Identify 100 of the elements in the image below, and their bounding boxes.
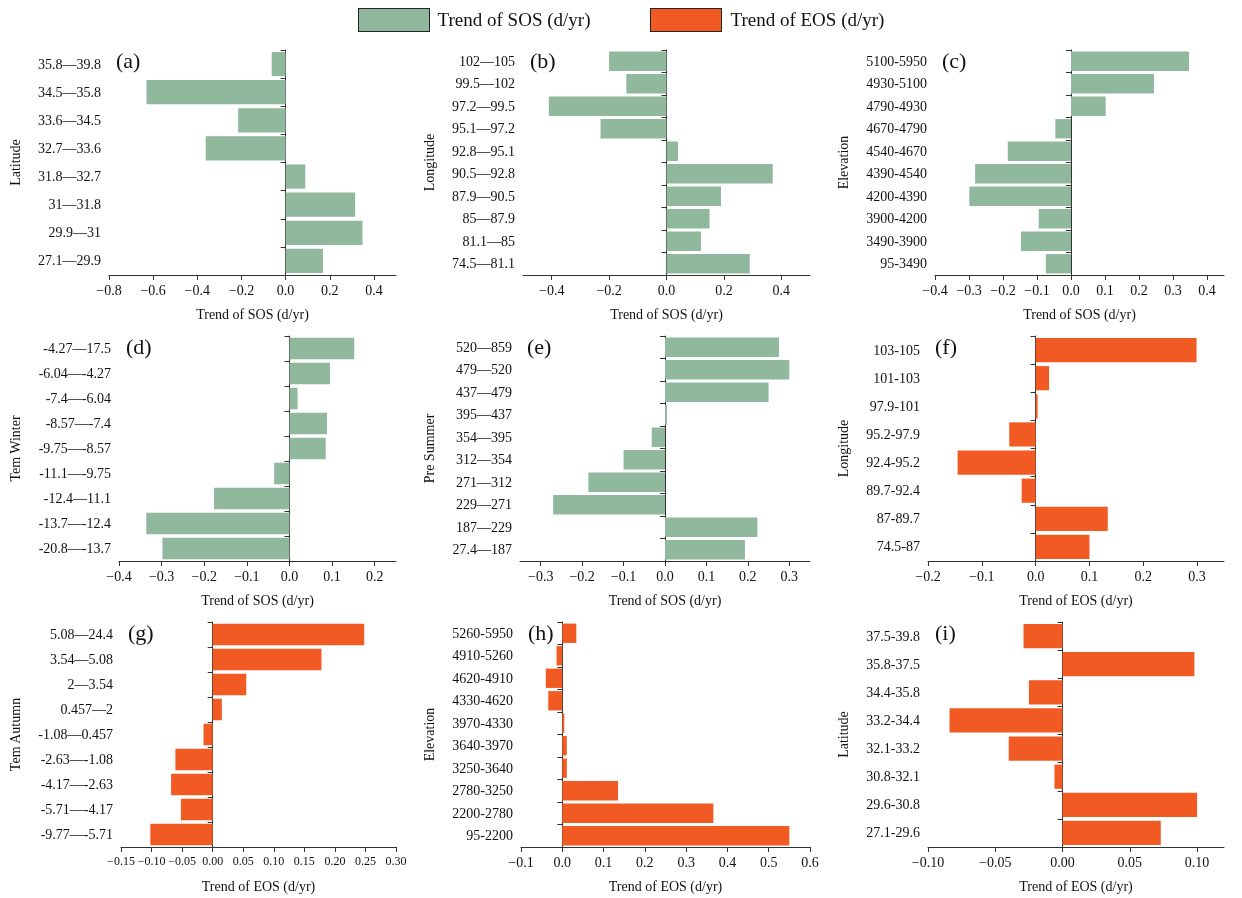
y-tick-label: 312—354 <box>456 452 512 468</box>
bar <box>150 823 213 846</box>
y-tick-label: 3970-4330 <box>452 715 513 731</box>
bar <box>1062 820 1161 846</box>
y-tick-label: -2.63—-1.08 <box>40 752 113 767</box>
y-tick-label: 37.5-39.8 <box>866 628 920 644</box>
x-tick-label: −0.1 <box>508 854 534 870</box>
y-tick-label: -11.1—-9.75 <box>39 466 111 481</box>
bar <box>666 231 701 251</box>
bar <box>626 74 667 94</box>
x-tick-label: 0.10 <box>263 854 285 868</box>
bar <box>949 708 1063 733</box>
y-axis-title: Latitude <box>835 711 851 758</box>
y-tick-label: 29.9—31 <box>48 225 101 241</box>
x-tick-label: −0.15 <box>107 854 135 868</box>
y-tick-label: 32.7—33.6 <box>38 140 101 156</box>
x-tick-label: −0.05 <box>168 854 196 868</box>
x-tick-label: 0.0 <box>280 568 299 584</box>
x-tick-label: −0.10 <box>911 854 945 870</box>
bar <box>1054 764 1063 789</box>
y-tick-label: 4910-5260 <box>452 648 513 664</box>
y-tick-label: -1.08—0.457 <box>38 727 113 742</box>
x-tick-label: 0.10 <box>1184 854 1210 870</box>
bar <box>623 450 665 470</box>
chart-title: (d) <box>126 333 152 359</box>
bar <box>285 164 306 189</box>
x-tick-label: −0.1 <box>234 568 260 584</box>
bar <box>651 427 665 447</box>
x-axis-title: Trend of EOS (d/yr) <box>1019 592 1134 609</box>
bar <box>665 337 779 357</box>
y-tick-label: 89.7-92.4 <box>866 483 920 499</box>
y-tick-label: -9.75—-8.57 <box>38 441 111 456</box>
y-tick-label: 229—271 <box>456 497 512 513</box>
x-tick-label: 0.0 <box>1062 282 1080 298</box>
bar <box>562 736 567 756</box>
bar <box>665 360 790 380</box>
bar <box>1045 254 1071 274</box>
x-tick-label: 0.05 <box>232 854 254 868</box>
y-tick-label: 4620-4910 <box>452 670 513 686</box>
y-axis-title: Longitude <box>421 133 437 192</box>
x-tick-label: 0.00 <box>202 854 224 868</box>
x-tick-label: −0.4 <box>922 282 948 298</box>
bar <box>1008 736 1063 761</box>
y-tick-label: 97.2—99.5 <box>452 98 515 114</box>
bar <box>1071 96 1106 116</box>
y-tick-label: 87.9—90.5 <box>452 188 515 204</box>
bar <box>553 495 665 515</box>
y-tick-label: 3.54—5.08 <box>50 652 113 667</box>
y-tick-label: 0.457—2 <box>60 702 113 717</box>
x-tick-label: 0.1 <box>323 568 341 584</box>
bar <box>214 487 290 510</box>
bar <box>289 437 326 460</box>
x-axis-title: Trend of EOS (d/yr) <box>1019 878 1134 895</box>
y-axis-title: Longitude <box>835 419 851 478</box>
x-tick-label: −0.8 <box>96 282 122 298</box>
y-tick-label: 95.2-97.9 <box>866 426 920 442</box>
y-tick-label: -4.27—17.5 <box>43 341 111 356</box>
bar <box>969 186 1071 206</box>
bar <box>609 51 667 71</box>
x-axis-title: Trend of SOS (d/yr) <box>196 306 310 323</box>
bar <box>285 220 363 245</box>
y-tick-label: 33.2-34.4 <box>866 712 920 728</box>
x-tick-label: 0.1 <box>1096 282 1114 298</box>
bar <box>212 698 222 721</box>
x-tick-label: 0.20 <box>324 854 346 868</box>
x-tick-label: 0.6 <box>801 854 819 870</box>
x-tick-label: 0.0 <box>553 854 572 870</box>
x-axis-title: Trend of SOS (d/yr) <box>610 306 724 323</box>
y-tick-label: 34.5—35.8 <box>38 84 101 100</box>
bar <box>1035 366 1050 391</box>
y-tick-label: 29.6-30.8 <box>866 797 920 813</box>
chart-title: (b) <box>530 47 556 73</box>
x-tick-label: −0.10 <box>137 854 166 868</box>
y-tick-label: 5100-5950 <box>866 53 927 69</box>
bar <box>289 362 330 385</box>
y-tick-label: 187—229 <box>456 519 512 535</box>
x-tick-label: 0.1 <box>697 568 716 584</box>
bar <box>285 248 323 274</box>
x-tick-label: −0.2 <box>569 568 595 584</box>
bar <box>238 108 286 133</box>
x-tick-label: −0.2 <box>915 568 941 584</box>
y-tick-label: 5260-5950 <box>452 625 513 641</box>
y-tick-label: 3250-3640 <box>452 760 513 776</box>
y-tick-label: -4.17—-2.63 <box>40 777 113 792</box>
bar <box>562 623 577 643</box>
x-tick-label: 0.0 <box>656 568 674 584</box>
x-tick-label: 0.4 <box>772 282 791 298</box>
y-tick-label: 95-3490 <box>880 256 927 272</box>
y-axis-title: Tem Winter <box>7 415 23 482</box>
y-tick-label: 99.5—102 <box>455 76 515 92</box>
y-tick-label: 4390-4540 <box>866 166 927 182</box>
x-tick-label: −0.1 <box>610 568 637 584</box>
y-tick-label: 92.4-95.2 <box>866 455 920 471</box>
y-tick-label: 97.9-101 <box>869 398 920 414</box>
bar <box>666 164 773 184</box>
chart-title: (c) <box>942 47 967 73</box>
y-tick-label: 271—312 <box>456 474 512 490</box>
bar <box>1062 652 1195 677</box>
y-tick-label: 437—479 <box>456 384 512 400</box>
y-tick-label: 74.5—81.1 <box>452 256 515 272</box>
